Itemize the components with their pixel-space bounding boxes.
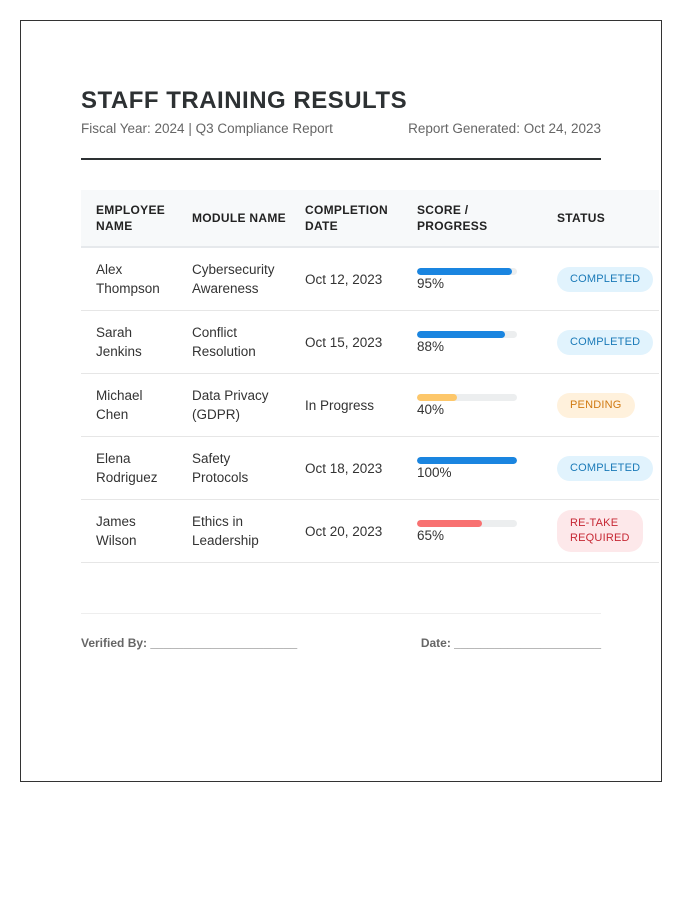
status-badge: COMPLETED — [557, 455, 654, 481]
score-label: 100% — [417, 465, 452, 480]
progress-bar — [417, 268, 517, 275]
column-header: EMPLOYEE NAME — [81, 190, 177, 248]
completion-date: Oct 15, 2023 — [290, 310, 402, 374]
progress-bar — [417, 394, 517, 401]
status-cell: COMPLETED — [542, 247, 659, 311]
verified-by-field: Verified By: ______________________ — [81, 636, 298, 650]
column-header: MODULE NAME — [177, 190, 290, 248]
score-cell: 40% — [402, 373, 542, 437]
report-generated-date: Report Generated: Oct 24, 2023 — [408, 121, 601, 136]
employee-name: Elena Rodriguez — [81, 436, 177, 500]
completion-date: In Progress — [290, 373, 402, 437]
progress-bar — [417, 457, 517, 464]
report-header: STAFF TRAINING RESULTS Fiscal Year: 2024… — [81, 87, 601, 160]
module-name: Ethics in Leadership — [177, 499, 290, 563]
status-badge: RE-TAKE REQUIRED — [557, 510, 643, 552]
status-badge: COMPLETED — [557, 266, 654, 292]
score-cell: 100% — [402, 436, 542, 500]
completion-date: Oct 18, 2023 — [290, 436, 402, 500]
page-title: STAFF TRAINING RESULTS — [81, 87, 408, 114]
status-badge: COMPLETED — [557, 329, 654, 355]
column-header: SCORE / PROGRESS — [402, 190, 542, 248]
table-row: James Wilson Ethics in Leadership Oct 20… — [81, 499, 659, 563]
status-cell: PENDING — [542, 373, 659, 437]
score-label: 88% — [417, 339, 445, 354]
progress-fill — [417, 331, 505, 338]
progress-fill — [417, 520, 482, 527]
progress-fill — [417, 394, 457, 401]
module-name: Data Privacy (GDPR) — [177, 373, 290, 437]
header-divider — [81, 158, 601, 160]
score-cell: 65% — [402, 499, 542, 563]
results-table: EMPLOYEE NAME MODULE NAME COMPLETION DATE S… — [81, 190, 659, 563]
column-header: STATUS — [542, 190, 659, 248]
score-label: 40% — [417, 402, 445, 417]
score-label: 65% — [417, 528, 445, 543]
column-header: COMPLETION DATE — [290, 190, 402, 248]
status-cell: COMPLETED — [542, 310, 659, 374]
module-name: Conflict Resolution — [177, 310, 290, 374]
report-subtitle: Fiscal Year: 2024 | Q3 Compliance Report — [81, 121, 333, 136]
report-page: STAFF TRAINING RESULTS Fiscal Year: 2024… — [20, 20, 662, 782]
status-cell: COMPLETED — [542, 436, 659, 500]
score-cell: 88% — [402, 310, 542, 374]
table-row: Alex Thompson Cybersecurity Awareness Oc… — [81, 247, 659, 311]
table-row: Elena Rodriguez Safety Protocols Oct 18,… — [81, 436, 659, 500]
progress-bar — [417, 331, 517, 338]
progress-fill — [417, 457, 517, 464]
table-row: Michael Chen Data Privacy (GDPR) In Prog… — [81, 373, 659, 437]
completion-date: Oct 20, 2023 — [290, 499, 402, 563]
score-label: 95% — [417, 276, 445, 291]
table-row: Sarah Jenkins Conflict Resolution Oct 15… — [81, 310, 659, 374]
signature-footer: Verified By: ______________________ Date… — [81, 613, 601, 650]
module-name: Safety Protocols — [177, 436, 290, 500]
date-field: Date: ______________________ — [420, 636, 601, 650]
status-cell: RE-TAKE REQUIRED — [542, 499, 659, 563]
employee-name: Michael Chen — [81, 373, 177, 437]
score-cell: 95% — [402, 247, 542, 311]
progress-bar — [417, 520, 517, 527]
module-name: Cybersecurity Awareness — [177, 247, 290, 311]
employee-name: Alex Thompson — [81, 247, 177, 311]
progress-fill — [417, 268, 512, 275]
completion-date: Oct 12, 2023 — [290, 247, 402, 311]
employee-name: James Wilson — [81, 499, 177, 563]
employee-name: Sarah Jenkins — [81, 310, 177, 374]
status-badge: PENDING — [557, 392, 635, 418]
